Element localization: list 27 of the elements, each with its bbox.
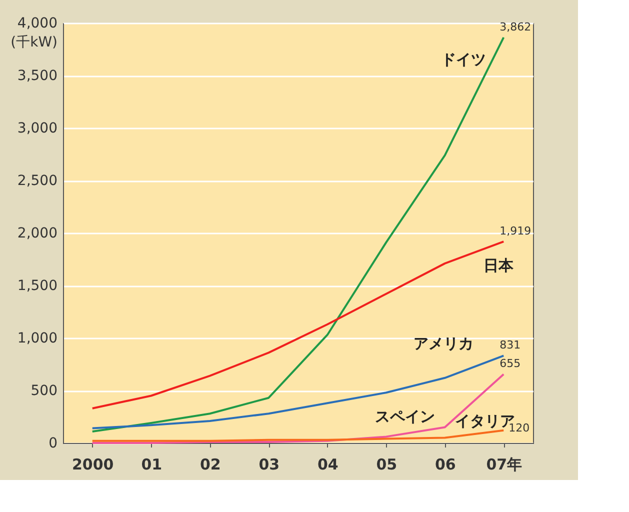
y-axis-title: (千kW)	[10, 34, 58, 50]
y-tick-label: 2,500	[17, 173, 58, 189]
y-tick-label: 1,000	[17, 330, 58, 346]
data-label: 831	[500, 338, 521, 352]
data-label: 655	[500, 357, 521, 370]
y-tick-label: 500	[30, 383, 58, 399]
x-tick-label: 02	[200, 456, 221, 474]
x-tick-label: 04	[317, 456, 338, 474]
y-tick-label: 3,000	[17, 120, 58, 136]
x-tick-label: 05	[376, 456, 398, 474]
y-tick-label: 4,000	[17, 16, 58, 32]
line-series	[91, 429, 505, 442]
y-tick-label: 2,000	[17, 226, 58, 242]
series-label: ドイツ	[441, 50, 486, 68]
y-tick-label: 1,500	[17, 278, 58, 294]
y-tick-label: 3,500	[17, 68, 58, 84]
x-tick-label: 06	[434, 456, 456, 474]
y-tick-label: 0	[48, 436, 58, 452]
data-label: 3,862	[500, 20, 532, 34]
x-tick-label: 03	[258, 456, 280, 474]
series-label: アメリカ	[414, 334, 474, 353]
series-label: スペイン	[374, 407, 435, 426]
x-tick-label: 01	[141, 456, 162, 474]
x-tick-label: 2000	[72, 456, 114, 474]
series-label: 日本	[484, 256, 515, 275]
x-tick-label: 07年	[486, 456, 522, 474]
data-label: 1,919	[500, 224, 532, 238]
